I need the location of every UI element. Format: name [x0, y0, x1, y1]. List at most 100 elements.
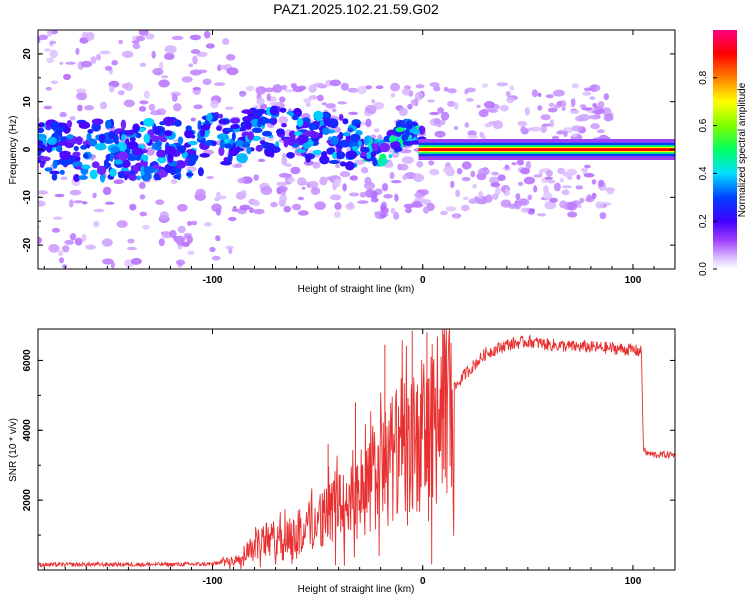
spectrogram-noise-blob [143, 90, 151, 99]
spectrogram-noise-blob [455, 189, 460, 198]
snr-panel: -100 0 100 2000 4000 6000 Height of straight… [8, 328, 676, 595]
spectrogram-signal-blob [335, 151, 346, 160]
spectrogram-noise-blob [177, 203, 188, 212]
spectrogram-noise-blob [76, 88, 87, 94]
spectrogram-signal-blob [175, 160, 187, 169]
spectrogram-noise-blob [297, 177, 307, 186]
colorbar: 0.0 0.2 0.4 0.6 0.8 Normalized spectral ampl… [698, 30, 748, 276]
spectrogram-signal-blob [154, 141, 163, 147]
spectrogram-signal-blob [174, 120, 182, 127]
spectrogram-signal-blob [47, 136, 57, 146]
figure-title: PAZ1.2025.102.21.59.G02 [273, 1, 439, 17]
spectrogram-noise-blob [203, 30, 211, 39]
snr-line [38, 329, 675, 570]
spectrogram-noise-blob [365, 85, 373, 90]
spectrogram-noise-blob [136, 35, 146, 42]
spectrogram-signal-blob [269, 105, 279, 116]
spectrogram-noise-blob [495, 186, 501, 196]
spectrogram-signal-blob [289, 134, 296, 141]
spectrogram-noise-blob [467, 130, 477, 137]
spectrogram-noise-blob [211, 255, 221, 261]
spectrogram-noise-blob [138, 30, 149, 36]
spectrogram-noise-blob [561, 99, 567, 109]
spectrogram-signal-blob [279, 107, 287, 113]
spectrogram-signal-blob [345, 161, 355, 171]
spectrogram-noise-blob [365, 118, 372, 128]
spectrogram-signal-blob [339, 161, 347, 167]
spectrogram-signal-blob [411, 140, 421, 145]
spectrogram-noise-blob [285, 163, 292, 168]
spectrogram-signal-blob [328, 160, 340, 164]
spectrogram-signal-blob [351, 145, 360, 151]
spectrogram-noise-blob [437, 107, 444, 114]
spectrogram-noise-blob [570, 98, 576, 108]
spectrogram-noise-blob [313, 82, 325, 88]
spectrogram-noise-blob [99, 50, 111, 55]
spectrogram-signal-blob [91, 118, 104, 125]
spectrogram-noise-blob [102, 186, 112, 196]
spectrogram-noise-blob [297, 196, 304, 201]
spectrogram-noise-blob [281, 84, 288, 91]
spectrogram-signal-blob [132, 123, 140, 133]
spectrogram-signal-blob [266, 142, 276, 152]
spectrogram-noise-blob [348, 111, 359, 115]
spectrogram-noise-blob [475, 199, 488, 205]
spectrogram-noise-blob [402, 174, 408, 180]
spectrogram-noise-blob [556, 131, 564, 135]
spectrogram-signal-blob [308, 122, 316, 131]
spectrogram-noise-blob [456, 168, 463, 175]
spectrogram-noise-blob [596, 129, 605, 134]
spectrogram-noise-blob [356, 200, 369, 204]
spectrogram-signal-blob [338, 131, 344, 140]
spectrogram-signal-blob [136, 154, 142, 160]
spectrogram-y-ticks: 20 10 0 -10 -20 [22, 29, 675, 270]
spectrogram-noise-blob [186, 234, 193, 244]
spectrogram-noise-blob [361, 166, 369, 174]
spectrogram-noise-blob [308, 84, 317, 93]
spectrogram-signal-blob [135, 132, 142, 139]
colorbar-gradient [713, 30, 737, 269]
spectrogram-noise-blob [63, 73, 71, 81]
spectrogram-noise-blob [525, 160, 532, 170]
spectrogram-signal-blob [39, 156, 51, 162]
spectrogram-noise-blob [545, 169, 553, 177]
spectrogram-noise-blob [447, 88, 457, 94]
spectrogram-noise-blob [211, 203, 222, 212]
snr-y-tick-label: 4000 [22, 419, 33, 442]
spectrogram-noise-blob [383, 194, 393, 199]
spectrogram-noise-blob [414, 91, 424, 101]
spectrogram-noise-blob [599, 212, 607, 220]
spectrogram-noise-blob [226, 54, 236, 61]
spectrogram-noise-blob [217, 64, 222, 72]
spectrogram-noise-blob [139, 100, 149, 105]
spectrogram-noise-blob [130, 257, 142, 265]
spectrogram-signal-blob [38, 127, 45, 133]
spectrogram-noise-blob [62, 264, 68, 269]
spectrogram-noise-blob [559, 200, 567, 209]
spectrogram-noise-blob [239, 204, 251, 211]
spectrogram-signal-blob [44, 167, 53, 172]
spectrogram-noise-blob [419, 189, 429, 196]
spectrogram-noise-blob [169, 229, 177, 239]
spectrogram-signal-blob [389, 135, 397, 143]
spectrogram-signal-blob [178, 145, 187, 152]
spectrogram-noise-blob [325, 103, 336, 109]
spectrogram-signal-blob [296, 118, 304, 127]
spectrogram-noise-blob [394, 193, 399, 202]
spectrogram-noise-blob [496, 82, 509, 87]
spectrogram-noise-blob [46, 30, 53, 37]
spectrogram-noise-blob [581, 107, 593, 111]
spectrogram-noise-blob [551, 135, 560, 140]
spectrogram-noise-blob [544, 200, 557, 210]
spectrogram-noise-blob [225, 245, 234, 250]
spectrogram-y-tick-label: -20 [22, 237, 33, 252]
spectrogram-noise-blob [488, 121, 500, 125]
spectrogram-noise-blob [49, 49, 58, 59]
spectrogram-noise-blob [260, 186, 273, 196]
spectrogram-signal-blob [347, 127, 354, 133]
spectrogram-signal-blob [39, 162, 45, 168]
spectrogram-noise-blob [592, 110, 603, 114]
spectrogram-noise-blob [516, 159, 525, 166]
spectrogram-noise-blob [514, 201, 522, 210]
